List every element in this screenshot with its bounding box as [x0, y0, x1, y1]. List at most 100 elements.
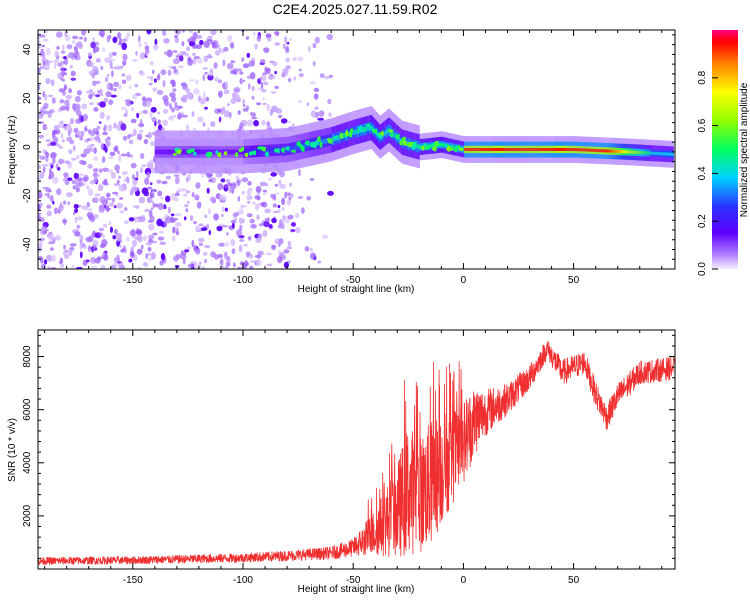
noise-blob	[275, 192, 280, 195]
ridge-cell	[509, 148, 512, 151]
noise-blob	[101, 156, 106, 164]
noise-blob	[87, 164, 93, 169]
ridge-cell	[549, 148, 551, 151]
noise-blob	[274, 70, 277, 75]
noise-blob	[75, 118, 82, 124]
ridge-cell	[619, 150, 621, 153]
ridge-cell	[494, 148, 496, 151]
noise-blob	[236, 68, 242, 72]
noise-blob	[262, 189, 268, 193]
ridge-cell	[534, 148, 536, 151]
noise-blob	[199, 39, 204, 46]
noise-blob	[87, 61, 94, 67]
ridge-cell	[265, 148, 268, 154]
ridge-cell	[500, 148, 502, 151]
noise-blob	[48, 94, 54, 98]
noise-blob	[109, 151, 116, 157]
noise-blob	[255, 186, 262, 193]
noise-blob	[172, 88, 177, 93]
noise-blob	[99, 243, 106, 249]
ridge-cell	[600, 149, 602, 153]
noise-blob	[46, 59, 50, 66]
noise-blob	[277, 256, 283, 264]
ridge-cell	[646, 151, 648, 155]
noise-blob	[119, 197, 124, 200]
snr-y-ticks: 2000 4000 6000 8000	[22, 334, 675, 570]
noise-blob	[275, 108, 283, 114]
noise-blob	[142, 109, 148, 114]
ridge-cell	[533, 148, 535, 151]
noise-blob	[84, 128, 88, 132]
noise-blob	[53, 124, 60, 131]
ridge-cell	[399, 138, 401, 143]
noise-blob	[67, 249, 73, 256]
noise-blob	[162, 95, 169, 102]
noise-blob	[230, 98, 237, 104]
noise-blob	[185, 46, 191, 52]
ridge-cell	[223, 149, 225, 155]
ridge-cell	[439, 143, 441, 147]
noise-blob	[52, 200, 55, 205]
noise-blob	[106, 83, 111, 90]
ridge-cell	[585, 148, 587, 152]
noise-blob	[284, 73, 289, 76]
noise-blob	[260, 74, 267, 82]
ridge-cell	[543, 148, 545, 151]
noise-blob	[219, 194, 223, 200]
noise-blob	[278, 179, 282, 186]
y-tick-label: -40	[22, 237, 33, 252]
noise-blob	[153, 45, 157, 48]
ridge-cell	[197, 149, 199, 155]
noise-blob	[113, 88, 117, 92]
noise-blob	[210, 121, 216, 127]
noise-blob	[72, 185, 77, 190]
ridge-cell	[324, 138, 326, 144]
ridge-cell	[386, 128, 389, 134]
noise-blob	[182, 30, 185, 33]
ridge-cell	[640, 151, 642, 155]
noise-blob	[292, 57, 297, 61]
ridge-cell	[206, 149, 208, 155]
noise-blob	[66, 122, 72, 130]
noise-blob	[149, 215, 155, 223]
noise-blob	[98, 207, 105, 213]
noise-blob	[297, 196, 304, 199]
ridge-cell	[628, 150, 631, 154]
ridge-cell	[201, 149, 203, 155]
noise-blob	[120, 153, 128, 157]
noise-blob	[241, 57, 245, 62]
noise-blob	[100, 264, 106, 269]
noise-blob	[213, 62, 218, 69]
ridge-cell	[650, 151, 652, 155]
noise-blob	[262, 97, 265, 101]
noise-blob	[63, 200, 67, 205]
ridge-cell	[520, 148, 522, 151]
ridge-cell	[173, 149, 175, 155]
noise-blob	[196, 44, 202, 50]
noise-blob	[174, 213, 182, 217]
noise-blob	[298, 73, 304, 78]
noise-blob	[110, 94, 117, 98]
noise-blob	[146, 171, 151, 179]
noise-blob	[282, 43, 286, 50]
noise-blob	[141, 164, 146, 167]
ridge-cell	[615, 149, 617, 153]
noise-blob	[71, 157, 77, 161]
noise-blob	[128, 217, 135, 222]
noise-blob	[259, 181, 267, 187]
ridge-cell	[644, 151, 646, 155]
noise-blob	[136, 228, 143, 236]
ridge-cell	[643, 151, 645, 155]
noise-blob	[171, 66, 177, 70]
ridge-cell	[498, 148, 500, 151]
noise-blob	[238, 209, 244, 215]
noise-blob	[318, 110, 325, 117]
ridge-cell	[564, 148, 566, 151]
ridge-cell	[220, 149, 222, 155]
noise-blob	[326, 33, 333, 41]
noise-blob	[103, 182, 109, 186]
noise-blob	[239, 239, 245, 242]
snr-series-line	[38, 341, 675, 566]
noise-blob	[284, 191, 288, 199]
ridge-cell	[613, 149, 615, 153]
